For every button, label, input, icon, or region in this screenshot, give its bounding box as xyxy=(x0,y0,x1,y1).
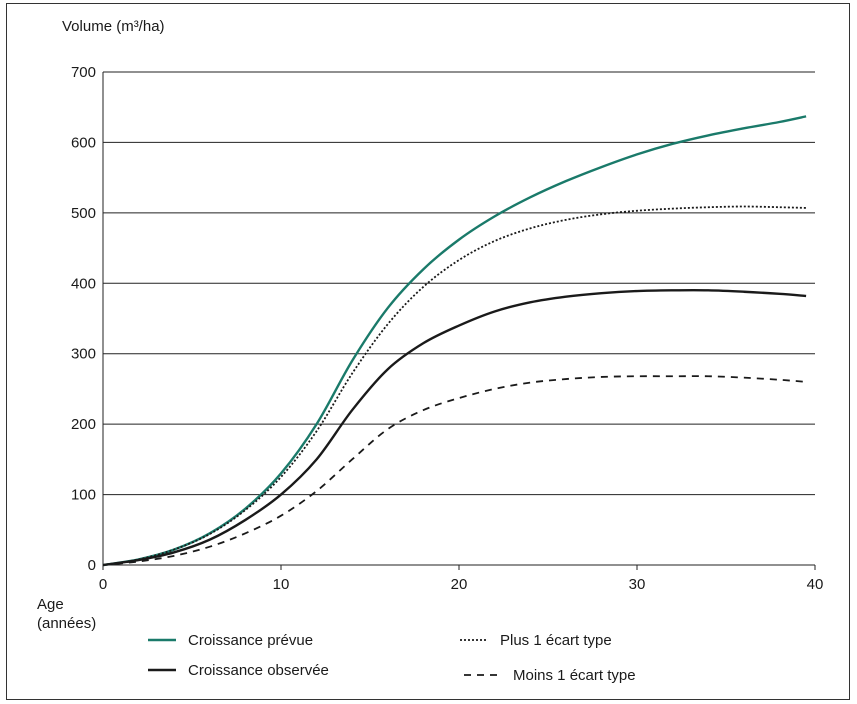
y-tick-label: 300 xyxy=(71,346,96,363)
legend-label-moins-1-ecart-type: Moins 1 écart type xyxy=(513,667,636,684)
series-line-croissance-prevue xyxy=(102,115,807,567)
legend-label-croissance-prevue: Croissance prévue xyxy=(188,632,313,649)
y-tick-labels: 0 100 200 300 400 500 600 700 xyxy=(71,64,96,574)
y-tick-label: 200 xyxy=(71,416,96,433)
x-axis-label-line1: Age xyxy=(37,596,64,613)
y-tick-label: 0 xyxy=(88,557,96,574)
x-tick-label: 40 xyxy=(807,576,824,593)
series-lines xyxy=(102,115,807,567)
y-tick-label: 500 xyxy=(71,205,96,222)
gridlines xyxy=(102,71,816,570)
y-tick-label: 100 xyxy=(71,487,96,504)
y-tick-label: 600 xyxy=(71,134,96,151)
y-tick-label: 700 xyxy=(71,64,96,81)
x-tick-label: 10 xyxy=(273,576,290,593)
y-tick-label: 400 xyxy=(71,275,96,292)
x-axis-label-line2: (années) xyxy=(37,615,96,632)
chart-frame xyxy=(6,3,850,700)
series-line-plus-1-ecart-type xyxy=(102,205,807,566)
series-line-moins-1-ecart-type xyxy=(102,375,807,566)
legend-label-croissance-observee: Croissance observée xyxy=(188,662,329,679)
legend: Croissance prévue Plus 1 écart type Croiss… xyxy=(148,632,636,684)
series-line-croissance-observee xyxy=(102,288,807,567)
x-tick-label: 20 xyxy=(451,576,468,593)
x-tick-label: 0 xyxy=(99,576,107,593)
legend-label-plus-1-ecart-type: Plus 1 écart type xyxy=(500,632,612,649)
x-tick-labels: 0 10 20 30 40 xyxy=(99,576,824,593)
x-tick-label: 30 xyxy=(629,576,646,593)
y-axis-label: Volume (m³/ha) xyxy=(62,18,165,35)
